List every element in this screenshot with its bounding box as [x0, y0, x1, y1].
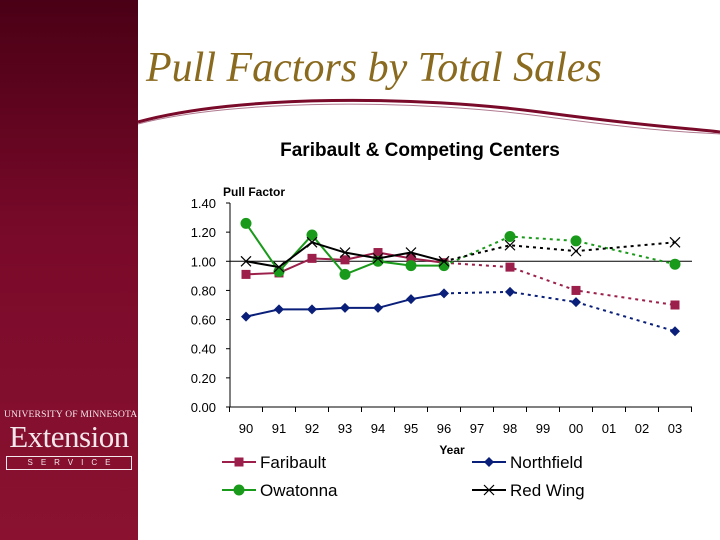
data-point-faribault [307, 253, 317, 263]
data-point-owatonna [405, 260, 417, 272]
data-point-northfield [571, 297, 581, 308]
y-tick-label: 0.40 [191, 342, 216, 357]
x-tick-label: 02 [635, 421, 649, 436]
legend-marker-faribault [234, 457, 244, 467]
data-point-red-wing [339, 247, 351, 258]
slide-title: Pull Factors by Total Sales [146, 45, 602, 91]
x-tick-label: 03 [668, 421, 682, 436]
data-point-owatonna [339, 268, 351, 280]
x-tick-label: 99 [536, 421, 550, 436]
data-point-faribault [670, 300, 680, 310]
y-tick-label: 0.80 [191, 283, 216, 298]
data-point-red-wing [570, 245, 582, 257]
data-point-northfield [373, 302, 383, 313]
data-point-northfield [439, 288, 449, 299]
legend-label-faribault: Faribault [260, 453, 326, 472]
university-logo: UNIVERSITY OF MINNESOTA Extension SERVIC… [4, 410, 138, 470]
legend-label-owatonna: Owatonna [260, 481, 338, 500]
x-tick-label: 90 [239, 421, 253, 436]
y-tick-label: 1.40 [191, 196, 216, 211]
legend-label-red-wing: Red Wing [510, 481, 585, 500]
data-point-red-wing [372, 252, 384, 264]
x-tick-label: 01 [602, 421, 616, 436]
data-point-red-wing [438, 255, 450, 267]
data-point-owatonna [669, 258, 681, 270]
data-point-faribault [505, 262, 515, 272]
data-point-owatonna [273, 265, 285, 277]
data-point-northfield [274, 304, 284, 315]
data-point-owatonna [438, 260, 450, 272]
chart-axes: 0.00 0.20 0.40 0.60 0.80 1.00 1.20 1.40 90 91 92 93… [191, 185, 692, 457]
y-axis-label: Pull Factor [223, 185, 285, 199]
x-tick-label: 96 [437, 421, 451, 436]
x-tick-label: 97 [470, 421, 484, 436]
data-point-faribault [241, 269, 251, 279]
logo-university: UNIVERSITY OF MINNESOTA [4, 410, 138, 420]
y-tick-label: 0.00 [191, 400, 216, 415]
legend-marker-red-wing [483, 484, 495, 496]
logo-service: SERVICE [6, 456, 132, 470]
x-tick-label: 95 [404, 421, 418, 436]
chart-series [240, 217, 681, 337]
x-tick-label: 98 [503, 421, 517, 436]
x-tick-label: 00 [569, 421, 583, 436]
series-trend-red-wing [443, 241, 676, 263]
x-tick-label: 91 [272, 421, 286, 436]
data-point-owatonna [306, 229, 318, 241]
data-point-faribault [373, 248, 383, 258]
data-point-owatonna [240, 217, 252, 229]
data-point-owatonna [504, 231, 516, 243]
data-point-red-wing [405, 247, 417, 258]
x-tick-label: 93 [338, 421, 352, 436]
series-trend-owatonna [443, 235, 676, 267]
sidebar-band [0, 0, 138, 540]
data-point-northfield [670, 326, 680, 337]
x-tick-label: 94 [371, 421, 385, 436]
data-point-northfield [241, 311, 251, 322]
data-point-red-wing [669, 236, 681, 248]
y-tick-label: 1.00 [191, 254, 216, 269]
data-point-faribault [340, 255, 350, 265]
legend-label-northfield: Northfield [510, 453, 583, 472]
y-tick-label: 0.60 [191, 313, 216, 328]
y-tick-label: 1.20 [191, 225, 216, 240]
data-point-red-wing [273, 261, 285, 273]
legend-marker-owatonna [233, 484, 245, 496]
data-point-red-wing [240, 255, 252, 267]
chart-legend: Faribault Northfield Owatonna Red Wing [222, 453, 585, 500]
legend-marker-northfield [484, 457, 494, 467]
x-tick-label: 92 [305, 421, 319, 436]
data-point-red-wing [306, 236, 318, 248]
series-trend-faribault [443, 261, 676, 306]
data-point-northfield [340, 302, 350, 313]
chart-title: Faribault & Competing Centers [280, 140, 560, 161]
data-point-faribault [406, 253, 416, 263]
series-trend-northfield [443, 290, 676, 333]
data-point-faribault [571, 285, 581, 295]
data-point-northfield [307, 304, 317, 315]
y-tick-label: 0.20 [191, 371, 216, 386]
data-point-owatonna [570, 235, 582, 247]
data-point-northfield [406, 294, 416, 305]
data-point-red-wing [504, 239, 516, 251]
logo-extension: Extension [9, 419, 129, 454]
x-axis-label: Year [439, 443, 465, 457]
data-point-northfield [505, 286, 515, 297]
